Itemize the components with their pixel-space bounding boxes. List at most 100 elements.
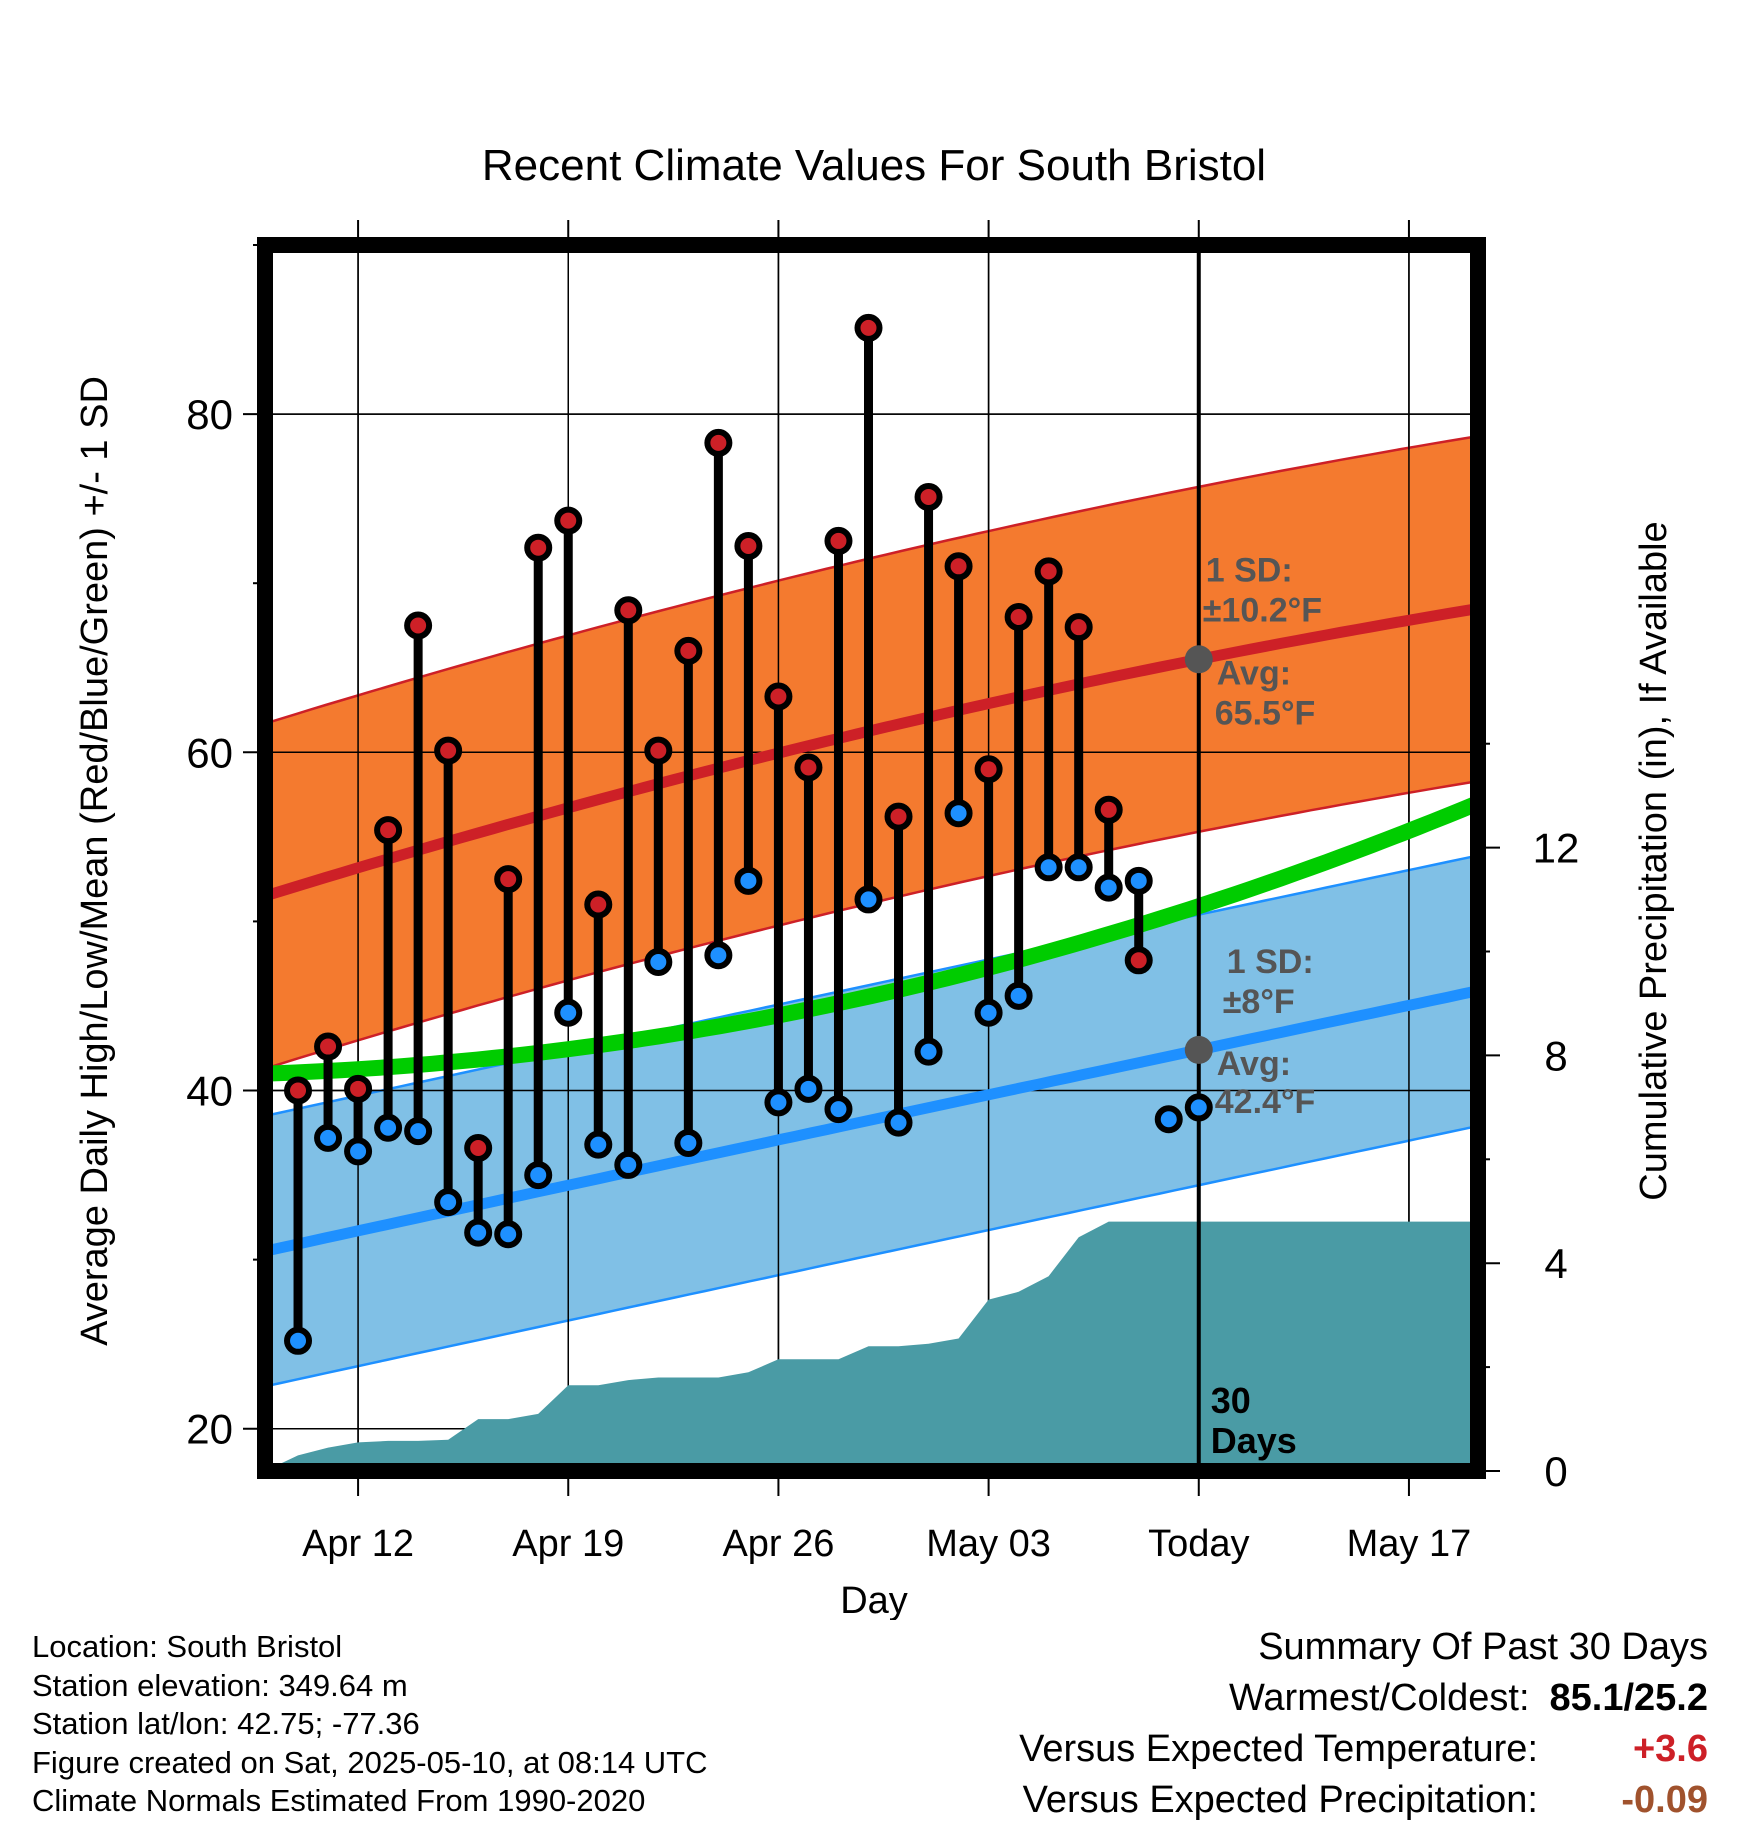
y2-tick-label: 8 xyxy=(1544,1032,1567,1079)
y-tick-label: 60 xyxy=(186,729,233,776)
daily-high-marker xyxy=(494,865,523,894)
daily-high-marker xyxy=(284,1076,313,1105)
daily-low-marker xyxy=(974,998,1003,1027)
daily-low-marker xyxy=(854,885,883,914)
x-tick-label: Apr 19 xyxy=(512,1523,624,1565)
precip-anomaly-value: -0.09 xyxy=(1621,1779,1708,1821)
normal-mean-line xyxy=(265,795,1478,1082)
daily-high-marker xyxy=(764,682,793,711)
daily-high-marker xyxy=(644,736,673,765)
summary-warm-cold: Warmest/Coldest: 85.1/25.2 xyxy=(1019,1673,1708,1724)
daily-low-marker xyxy=(674,1128,703,1157)
daily-low-marker xyxy=(1004,981,1033,1010)
daily-high-marker xyxy=(464,1134,493,1163)
daily-low-marker xyxy=(464,1218,493,1247)
daily-high-marker xyxy=(854,313,883,342)
daily-high-marker xyxy=(674,636,703,665)
low-avg-value: 42.4°F xyxy=(1215,1083,1316,1121)
daily-low-marker xyxy=(494,1220,523,1249)
daily-high-marker xyxy=(1004,603,1033,632)
x-tick-label: Today xyxy=(1148,1523,1249,1565)
daily-high-marker xyxy=(974,755,1003,784)
x-axis-label: Day xyxy=(840,1580,908,1620)
daily-low-marker xyxy=(404,1117,433,1146)
high-avg-value: 65.5°F xyxy=(1215,694,1316,732)
warm-cold-value: 85.1/25.2 xyxy=(1549,1677,1708,1719)
daily-high-marker xyxy=(1064,613,1093,642)
y-tick-label: 20 xyxy=(186,1406,233,1453)
y-axis-label: Average Daily High/Low/Mean (Red/Blue/Gr… xyxy=(74,376,116,1346)
daily-high-marker xyxy=(524,533,553,562)
daily-low-marker xyxy=(1094,873,1123,902)
warm-cold-label: Warmest/Coldest: xyxy=(1228,1677,1530,1719)
daily-high-marker xyxy=(554,506,583,535)
daily-high-marker xyxy=(584,890,613,919)
daily-low-marker xyxy=(794,1074,823,1103)
daily-high-marker xyxy=(1094,795,1123,824)
precip-anomaly-label: Versus Expected Precipitation: xyxy=(1022,1779,1538,1821)
x-tick-label: May 17 xyxy=(1347,1523,1472,1565)
daily-low-marker xyxy=(734,866,763,895)
high-avg-label: Avg: xyxy=(1217,654,1291,692)
daily-low-marker xyxy=(374,1113,403,1142)
daily-high-marker xyxy=(734,532,763,561)
daily-low-marker xyxy=(884,1108,913,1137)
daily-low-marker xyxy=(1154,1105,1183,1134)
today-days-label: Days xyxy=(1211,1420,1297,1461)
y2-tick-label: 0 xyxy=(1544,1448,1567,1495)
low-sd-label: 1 SD: xyxy=(1227,943,1314,981)
daily-high-marker xyxy=(1034,557,1063,586)
normals-text: Climate Normals Estimated From 1990-2020 xyxy=(32,1783,646,1818)
x-tick-label: Apr 26 xyxy=(722,1523,834,1565)
summary-precip: Versus Expected Precipitation: -0.09 xyxy=(1019,1775,1708,1826)
daily-low-marker xyxy=(1124,866,1153,895)
y2-tick-label: 4 xyxy=(1544,1240,1567,1287)
daily-high-marker xyxy=(614,596,643,625)
daily-low-marker xyxy=(344,1137,373,1166)
daily-high-marker xyxy=(704,428,733,457)
daily-low-marker xyxy=(1034,853,1063,882)
today-days-number: 30 xyxy=(1211,1380,1251,1421)
daily-low-marker xyxy=(584,1130,613,1159)
y-tick-label: 40 xyxy=(186,1068,233,1115)
y2-tick-label: 12 xyxy=(1533,825,1580,872)
daily-low-marker xyxy=(644,947,673,976)
station-info: Location: South Bristol Station elevatio… xyxy=(32,1628,708,1821)
high-sd-label: 1 SD: xyxy=(1206,551,1293,589)
daily-low-marker xyxy=(314,1123,343,1152)
daily-high-marker xyxy=(314,1032,343,1061)
climate-chart: Recent Climate Values For South Bristol … xyxy=(74,141,1675,1620)
created-text: Figure created on Sat, 2025-05-10, at 08… xyxy=(32,1744,708,1780)
axes: 20 40 60 80 0 4 8 12 Apr 12 Apr 19 Apr 26 May 03 Tod… xyxy=(186,220,1579,1565)
plot-frame xyxy=(257,237,1486,1479)
normal-low-line xyxy=(265,985,1478,1257)
today-high-avg-marker xyxy=(1184,645,1213,674)
daily-high-marker xyxy=(884,802,913,831)
elevation-text: Station elevation: 349.64 m xyxy=(32,1667,408,1703)
daily-low-marker xyxy=(284,1326,313,1355)
today-low-avg-marker xyxy=(1184,1035,1213,1064)
daily-low-marker xyxy=(614,1150,643,1179)
daily-low-marker xyxy=(824,1095,853,1124)
summary-temp: Versus Expected Temperature: +3.6 xyxy=(1019,1724,1708,1775)
temp-anomaly-label: Versus Expected Temperature: xyxy=(1019,1728,1538,1770)
daily-low-marker xyxy=(554,998,583,1027)
chart-title: Recent Climate Values For South Bristol xyxy=(482,141,1266,190)
precip-area xyxy=(265,1221,1478,1471)
low-sd-value: ±8°F xyxy=(1223,983,1295,1021)
y-tick-label: 80 xyxy=(186,391,233,438)
daily-high-marker xyxy=(1124,946,1153,975)
location-text: Location: South Bristol xyxy=(32,1629,343,1664)
daily-low-marker xyxy=(1064,853,1093,882)
daily-high-marker xyxy=(404,611,433,640)
x-tick-label: May 03 xyxy=(926,1523,1051,1565)
daily-high-marker xyxy=(914,482,943,511)
plot-content xyxy=(265,245,1478,1471)
daily-high-marker xyxy=(374,816,403,845)
low-avg-label: Avg: xyxy=(1217,1045,1291,1083)
high-sd-value: ±10.2°F xyxy=(1203,591,1322,629)
daily-high-marker xyxy=(824,526,853,555)
daily-high-marker xyxy=(344,1074,373,1103)
daily-low-marker xyxy=(944,799,973,828)
